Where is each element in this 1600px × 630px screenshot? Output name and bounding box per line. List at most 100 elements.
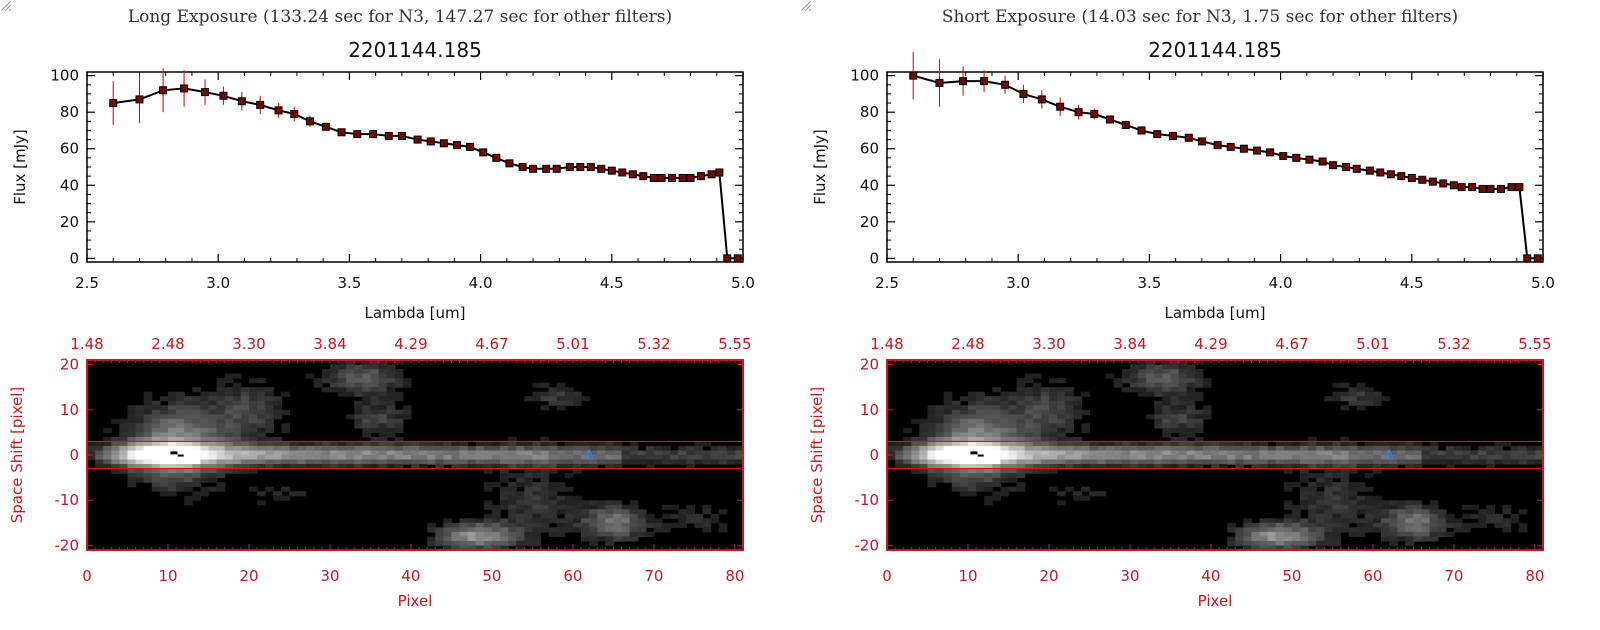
data-point bbox=[723, 254, 732, 263]
data-point bbox=[552, 164, 561, 173]
data-point bbox=[505, 159, 514, 168]
data-point bbox=[597, 164, 606, 173]
image-y-tick-label: 0 bbox=[69, 446, 79, 464]
data-point bbox=[1037, 95, 1046, 104]
data-point bbox=[290, 110, 299, 119]
image-x-axis-label: Pixel bbox=[398, 592, 433, 610]
data-point bbox=[576, 163, 585, 171]
spectrum-line bbox=[912, 74, 1538, 260]
y-tick-label: 80 bbox=[860, 103, 879, 121]
x-tick-label: 5.0 bbox=[731, 274, 755, 292]
peak-pixel-mark bbox=[977, 454, 984, 457]
image-x-tick-label: 40 bbox=[1201, 567, 1220, 585]
x-tick-label: 3.5 bbox=[1137, 274, 1161, 292]
data-point bbox=[135, 95, 144, 104]
y-tick-label: 100 bbox=[50, 67, 79, 85]
data-point bbox=[1497, 184, 1506, 193]
y-tick-label: 20 bbox=[60, 213, 79, 231]
data-point bbox=[657, 173, 666, 182]
image-top-tick-label: 3.84 bbox=[313, 335, 346, 353]
y-tick-label: 40 bbox=[60, 176, 79, 194]
data-point bbox=[1318, 157, 1327, 166]
data-point bbox=[1106, 115, 1115, 124]
data-point bbox=[321, 122, 330, 131]
data-point bbox=[542, 164, 551, 173]
data-point bbox=[1407, 173, 1416, 182]
image-top-tick-label: 5.32 bbox=[637, 335, 670, 353]
data-point bbox=[369, 130, 378, 139]
source-marker bbox=[1384, 448, 1395, 460]
image-y-tick-label: 0 bbox=[869, 446, 879, 464]
data-point bbox=[1507, 183, 1516, 192]
resize-grip-icon[interactable] bbox=[0, 0, 12, 12]
image-top-tick-label: 4.29 bbox=[1194, 335, 1227, 353]
image-y-tick-label: 20 bbox=[860, 356, 879, 374]
image-y-tick-label: -10 bbox=[55, 491, 80, 509]
data-point bbox=[618, 168, 627, 177]
spectrum-title: 2201144.185 bbox=[1148, 38, 1282, 62]
y-tick-label: 60 bbox=[860, 140, 879, 158]
image-x-tick-label: 70 bbox=[1444, 567, 1463, 585]
data-point bbox=[306, 117, 315, 126]
image-top-tick-label: 1.48 bbox=[70, 335, 103, 353]
data-point bbox=[959, 77, 968, 86]
image-x-tick-label: 60 bbox=[563, 567, 582, 585]
long-exposure-figure: Long Exposure (133.24 sec for N3, 147.27… bbox=[8, 7, 755, 610]
image-top-tick-label: 5.32 bbox=[1437, 335, 1470, 353]
data-point bbox=[1266, 148, 1275, 157]
data-point bbox=[384, 131, 393, 140]
data-point bbox=[479, 148, 488, 157]
data-point bbox=[1486, 184, 1495, 193]
x-tick-label: 4.0 bbox=[469, 274, 493, 292]
panel-title: Short Exposure (14.03 sec for N3, 1.75 s… bbox=[942, 7, 1458, 27]
data-point bbox=[686, 173, 695, 182]
data-point bbox=[1386, 170, 1395, 179]
image-top-tick-label: 2.48 bbox=[151, 335, 184, 353]
data-point bbox=[1153, 130, 1162, 139]
data-point bbox=[1365, 166, 1374, 175]
y-axis-label: Flux [mJy] bbox=[11, 129, 29, 205]
image-y-tick-label: 10 bbox=[860, 401, 879, 419]
x-axis-label: Lambda [um] bbox=[1165, 304, 1266, 322]
data-point bbox=[628, 170, 637, 179]
image-y-tick-label: -20 bbox=[855, 536, 880, 554]
image-x-axis-label: Pixel bbox=[1198, 592, 1233, 610]
image-x-tick-label: 80 bbox=[1525, 567, 1544, 585]
data-point bbox=[159, 86, 168, 95]
data-point bbox=[201, 88, 210, 97]
image-x-tick-label: 40 bbox=[401, 567, 420, 585]
resize-grip-icon[interactable] bbox=[800, 0, 812, 12]
data-point bbox=[452, 141, 461, 150]
image-top-tick-label: 5.01 bbox=[556, 335, 589, 353]
data-point bbox=[678, 173, 687, 182]
x-axis-label: Lambda [um] bbox=[365, 304, 466, 322]
y-tick-label: 40 bbox=[860, 176, 879, 194]
data-point bbox=[439, 139, 448, 148]
data-point bbox=[1090, 110, 1099, 119]
data-point bbox=[180, 84, 189, 93]
data-point bbox=[219, 91, 228, 100]
image-top-tick-label: 5.55 bbox=[718, 335, 751, 353]
image-x-tick-label: 20 bbox=[239, 567, 258, 585]
data-point bbox=[353, 130, 362, 139]
x-tick-label: 4.5 bbox=[600, 274, 624, 292]
data-point bbox=[397, 131, 406, 140]
image-top-tick-label: 4.67 bbox=[1275, 335, 1308, 353]
data-point bbox=[1352, 164, 1361, 173]
image-y-axis-label: Space Shift [pixel] bbox=[808, 387, 826, 524]
data-point bbox=[1252, 146, 1261, 155]
data-point bbox=[274, 106, 283, 115]
data-point bbox=[668, 173, 677, 182]
data-point bbox=[1213, 141, 1222, 150]
image-x-tick-label: 30 bbox=[320, 567, 339, 585]
data-point bbox=[649, 173, 658, 182]
image-y-tick-label: 20 bbox=[60, 356, 79, 374]
data-point bbox=[1515, 183, 1524, 192]
data-point bbox=[1169, 131, 1178, 140]
image-x-tick-label: 0 bbox=[82, 567, 92, 585]
x-tick-label: 4.5 bbox=[1400, 274, 1424, 292]
image-x-tick-label: 10 bbox=[958, 567, 977, 585]
data-point bbox=[518, 163, 527, 171]
data-point bbox=[1457, 183, 1466, 192]
spectrum-frame bbox=[886, 71, 1544, 263]
